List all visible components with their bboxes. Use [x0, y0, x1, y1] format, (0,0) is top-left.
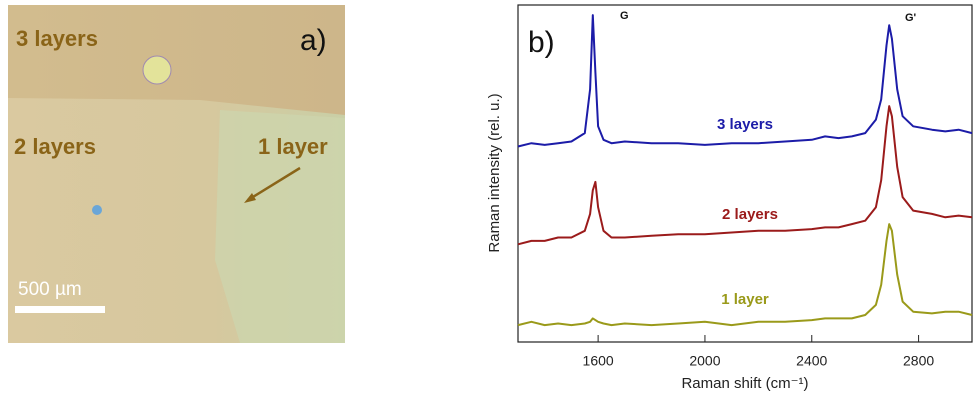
region-label: 1 layer: [258, 134, 328, 159]
spectrum-line: [517, 14, 973, 148]
x-tick-label: 2000: [689, 353, 720, 369]
spectrum-line: [517, 223, 973, 327]
one-layer-region: [215, 110, 345, 343]
region-label: 2 layers: [14, 134, 96, 159]
x-axis-label: Raman shift (cm⁻¹): [681, 375, 808, 392]
panel-label: a): [300, 24, 327, 57]
arrow-head: [244, 193, 256, 203]
peak-label: G: [620, 10, 629, 22]
series-label: 2 layers: [722, 206, 778, 223]
series-label: 1 layer: [721, 291, 769, 308]
scale-bar: [15, 306, 105, 313]
x-tick-label: 2800: [903, 353, 934, 369]
region-label: 3 layers: [16, 26, 98, 51]
particle: [142, 55, 172, 85]
micrograph: 3 layers 2 layers 1 layer 500 µm a): [8, 5, 345, 343]
arrow: [247, 166, 301, 202]
peak-label: G': [905, 12, 917, 24]
scale-bar-label: 500 µm: [18, 279, 82, 300]
plot-frame: [517, 4, 973, 343]
x-tick-label: 2400: [796, 353, 827, 369]
series-label: 3 layers: [717, 116, 773, 133]
spectrum-line: [517, 105, 973, 246]
three-layer-region: [8, 5, 345, 115]
y-axis-label: Raman intensity (rel. u.): [486, 93, 503, 252]
particle: [92, 205, 102, 215]
panel-label: b): [528, 26, 555, 59]
x-tick-label: 1600: [583, 353, 614, 369]
